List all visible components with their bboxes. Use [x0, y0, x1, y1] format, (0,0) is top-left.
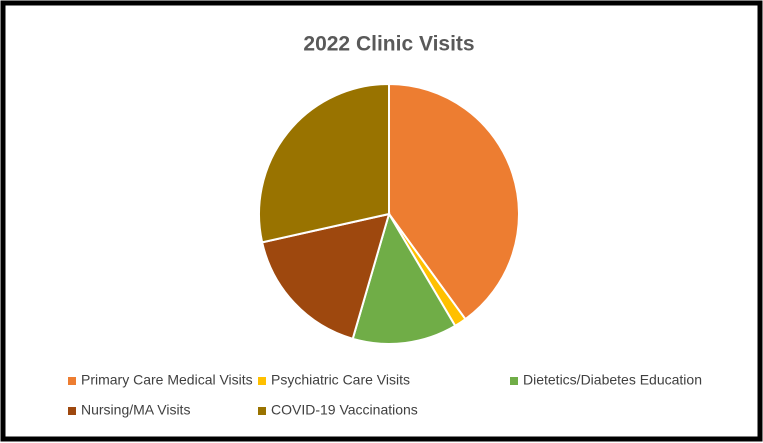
chart-title: 2022 Clinic Visits: [303, 33, 474, 56]
pie-slice: [351, 211, 457, 345]
pie-slice: [260, 212, 391, 341]
legend-label: Primary Care Medical Visits: [81, 372, 253, 388]
legend-swatch: [258, 407, 266, 415]
legend-label: COVID-19 Vaccinations: [271, 402, 418, 418]
legend-swatch: [68, 407, 76, 415]
legend-label: Psychiatric Care Visits: [271, 372, 410, 388]
legend-label: Dietetics/Diabetes Education: [523, 372, 702, 388]
pie-slice: [258, 82, 390, 244]
pie-slice: [388, 82, 520, 321]
legend-swatch: [510, 377, 518, 385]
legend-swatch: [258, 377, 266, 385]
legend-label: Nursing/MA Visits: [81, 402, 190, 418]
legend-swatch: [68, 377, 76, 385]
